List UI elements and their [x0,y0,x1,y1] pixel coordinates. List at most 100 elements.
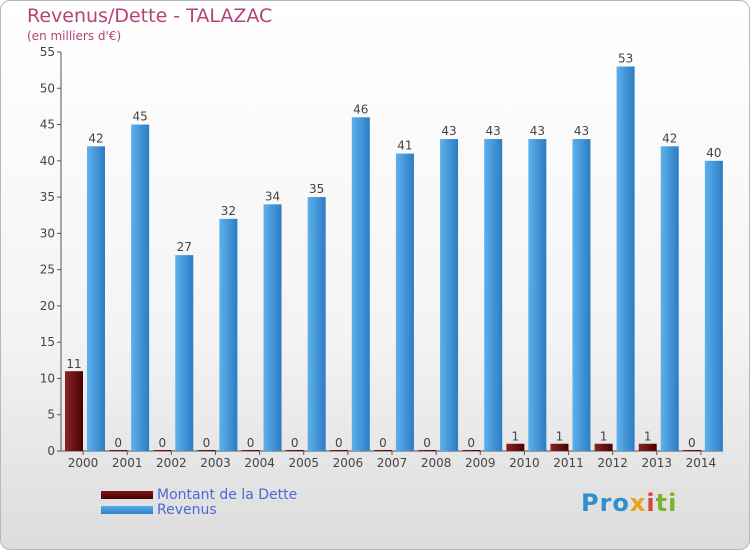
x-tick-label-2014: 2014 [686,456,717,470]
x-tick-label-2012: 2012 [597,456,628,470]
x-tick-label-2013: 2013 [642,456,673,470]
bar-debt-2012 [594,443,613,451]
data-label-revenus-2014: 40 [706,146,721,160]
data-label-debt-2004: 0 [247,436,255,450]
bar-revenus-2005 [307,197,326,451]
bar-debt-2003 [197,450,216,451]
data-label-debt-2009: 0 [467,436,475,450]
bar-revenus-2012 [616,66,635,451]
legend-swatch-debt [101,491,153,499]
data-label-debt-2000: 11 [66,357,81,371]
data-label-revenus-2010: 43 [530,124,545,138]
y-tick-label: 5 [47,408,55,422]
x-tick-label-2009: 2009 [465,456,496,470]
data-label-revenus-2003: 32 [221,204,236,218]
y-tick-label: 0 [47,444,55,458]
x-tick-label-2005: 2005 [288,456,319,470]
data-label-revenus-2008: 43 [441,124,456,138]
data-label-revenus-2013: 42 [662,131,677,145]
bar-revenus-2013 [660,146,679,452]
logo-part-3: i [646,489,656,517]
x-tick-label-2003: 2003 [200,456,231,470]
logo-part-1: Pro [581,489,630,517]
bar-debt-2001 [109,450,128,451]
x-tick-label-2004: 2004 [244,456,275,470]
bar-debt-2004 [241,450,260,451]
bar-debt-2006 [329,450,348,451]
data-label-debt-2010: 1 [512,430,520,444]
x-tick-label-2002: 2002 [156,456,187,470]
bar-revenus-2009 [484,139,503,451]
data-label-debt-2012: 1 [600,430,608,444]
chart-subtitle: (en milliers d'€) [27,29,122,43]
bar-debt-2011 [550,443,569,451]
x-tick-label-2001: 2001 [112,456,143,470]
bar-debt-2009 [462,450,481,451]
y-tick-label: 45 [40,118,55,132]
data-label-revenus-2005: 35 [309,182,324,196]
x-tick-label-2007: 2007 [377,456,408,470]
bar-revenus-2014 [704,160,723,451]
bar-revenus-2006 [351,117,370,452]
bar-debt-2013 [638,443,657,451]
bar-revenus-2000 [87,146,105,452]
data-label-revenus-2007: 41 [397,139,412,153]
y-tick-label: 35 [40,190,55,204]
data-label-revenus-2012: 53 [618,52,633,66]
data-label-debt-2013: 1 [644,430,652,444]
y-tick-label: 20 [40,299,55,313]
data-label-debt-2008: 0 [423,436,431,450]
bar-debt-2007 [373,450,392,451]
legend-label-revenus: Revenus [157,502,217,518]
bar-revenus-2008 [440,139,459,451]
data-label-debt-2005: 0 [291,436,299,450]
x-tick-label-2011: 2011 [553,456,584,470]
legend-label-debt: Montant de la Dette [157,487,298,503]
data-label-debt-2006: 0 [335,436,343,450]
data-label-revenus-2001: 45 [132,110,147,124]
bar-revenus-2010 [528,139,547,451]
data-label-debt-2001: 0 [114,436,122,450]
legend-swatch-revenus [101,506,153,514]
y-tick-label: 15 [40,335,55,349]
y-tick-label: 10 [40,371,55,385]
bar-revenus-2003 [219,218,238,451]
data-label-revenus-2006: 46 [353,102,368,116]
bar-revenus-2007 [395,153,414,451]
y-tick-label: 55 [40,45,55,59]
y-tick-label: 40 [40,154,55,168]
bar-revenus-2002 [175,255,194,451]
y-tick-label: 50 [40,81,55,95]
data-label-debt-2002: 0 [158,436,166,450]
data-label-debt-2011: 1 [556,430,564,444]
data-label-debt-2007: 0 [379,436,387,450]
bar-debt-2010 [506,443,525,451]
bar-debt-2014 [682,450,701,451]
y-tick-label: 25 [40,263,55,277]
data-label-revenus-2004: 34 [265,189,280,203]
data-label-revenus-2000: 42 [88,131,103,145]
logo-part-4: ti [655,489,678,517]
bar-debt-2000 [65,371,83,451]
bar-revenus-2004 [263,204,282,451]
bar-debt-2008 [418,450,437,451]
data-label-revenus-2009: 43 [486,124,501,138]
bar-debt-2002 [153,450,172,451]
bar-revenus-2001 [131,124,150,451]
x-tick-label-2006: 2006 [333,456,364,470]
data-label-revenus-2002: 27 [177,240,192,254]
data-label-debt-2014: 0 [688,436,696,450]
x-tick-label-2010: 2010 [509,456,540,470]
bar-debt-2005 [285,450,304,451]
data-label-revenus-2011: 43 [574,124,589,138]
chart-title: Revenus/Dette - TALAZAC [27,5,273,27]
data-label-debt-2003: 0 [203,436,211,450]
y-tick-label: 30 [40,226,55,240]
proxiti-logo: Proxiti [581,489,677,517]
x-tick-label-2008: 2008 [421,456,452,470]
bar-revenus-2011 [572,139,591,451]
x-tick-label-2000: 2000 [68,456,99,470]
logo-part-2: x [629,489,647,517]
